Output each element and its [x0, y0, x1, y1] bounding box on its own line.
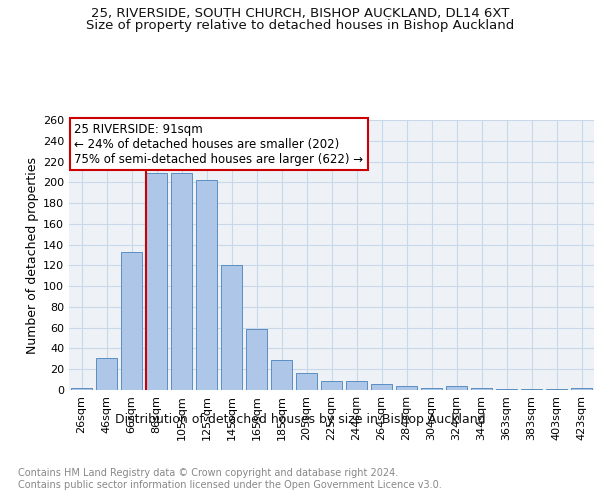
Bar [346, 380, 367, 390]
Bar [321, 380, 342, 390]
Bar [71, 388, 92, 390]
Bar [371, 384, 392, 390]
Bar [446, 386, 467, 390]
Bar [146, 173, 167, 390]
Text: Size of property relative to detached houses in Bishop Auckland: Size of property relative to detached ho… [86, 18, 514, 32]
Bar [171, 173, 192, 390]
Bar [496, 389, 517, 390]
Bar [546, 389, 567, 390]
Bar [96, 358, 117, 390]
Text: Contains public sector information licensed under the Open Government Licence v3: Contains public sector information licen… [18, 480, 442, 490]
Bar [246, 328, 267, 390]
Y-axis label: Number of detached properties: Number of detached properties [26, 156, 39, 354]
Bar [221, 266, 242, 390]
Text: Distribution of detached houses by size in Bishop Auckland: Distribution of detached houses by size … [115, 412, 485, 426]
Text: 25, RIVERSIDE, SOUTH CHURCH, BISHOP AUCKLAND, DL14 6XT: 25, RIVERSIDE, SOUTH CHURCH, BISHOP AUCK… [91, 8, 509, 20]
Bar [296, 374, 317, 390]
Text: 25 RIVERSIDE: 91sqm
← 24% of detached houses are smaller (202)
75% of semi-detac: 25 RIVERSIDE: 91sqm ← 24% of detached ho… [74, 122, 364, 166]
Bar [196, 180, 217, 390]
Bar [421, 388, 442, 390]
Bar [396, 386, 417, 390]
Bar [121, 252, 142, 390]
Bar [271, 360, 292, 390]
Text: Contains HM Land Registry data © Crown copyright and database right 2024.: Contains HM Land Registry data © Crown c… [18, 468, 398, 477]
Bar [521, 389, 542, 390]
Bar [571, 388, 592, 390]
Bar [471, 388, 492, 390]
